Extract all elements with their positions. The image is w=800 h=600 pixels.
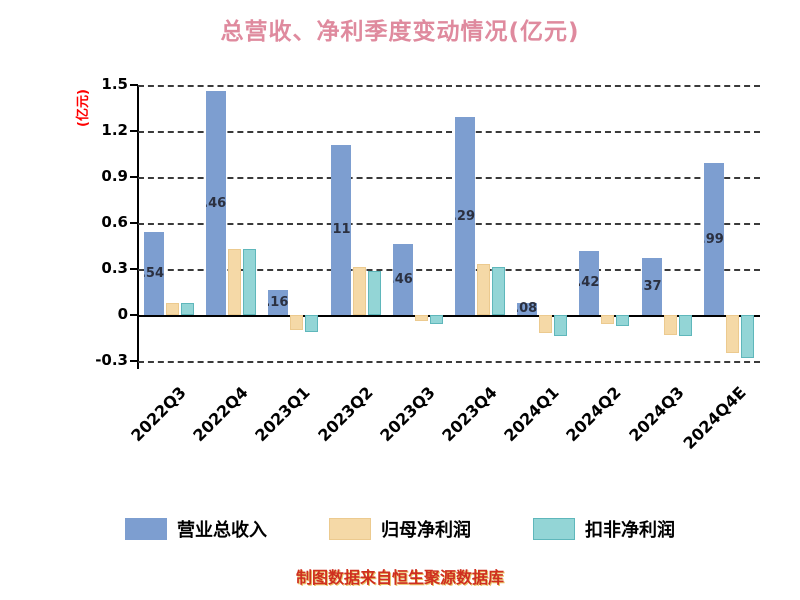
- legend-swatch-net-profit: [329, 518, 371, 540]
- y-axis-tick: [130, 84, 138, 86]
- bar-revenue: [579, 250, 600, 315]
- bar-revenue: [517, 302, 538, 315]
- bar-revenue: [703, 163, 724, 315]
- bar-revenue: [206, 91, 227, 315]
- bar-revenue: [455, 117, 475, 315]
- y-tick-label: 0.3: [101, 259, 128, 277]
- bar-net-profit: [228, 249, 242, 315]
- bar-revenue: [144, 232, 164, 315]
- bar-value-label: 1.29: [455, 208, 475, 224]
- bar-net-profit: [725, 315, 739, 354]
- y-axis-tick: [130, 314, 138, 316]
- footer-note: 制图数据来自恒生聚源数据库: [295, 568, 504, 587]
- zero-axis-line: [138, 315, 760, 317]
- legend: 营业总收入 归母净利润 扣非净利润: [0, 516, 800, 542]
- bar-value-label: 0.16: [268, 295, 289, 311]
- bar-net-profit: [663, 315, 677, 335]
- bar-value-label: 0.46: [393, 272, 413, 288]
- plot-area: 0.54 1.46 0.16 1.11 0.46 1.29 0.08 0.42 0.37 0.99: [138, 85, 760, 363]
- y-axis-tick: [130, 360, 138, 362]
- bar-net-profit: [477, 264, 490, 315]
- bar-non-recurring: [367, 270, 381, 315]
- chart-title: 总营收、净利季度变动情况(亿元): [220, 19, 580, 45]
- gridline: [138, 361, 760, 363]
- bar-non-recurring: [181, 302, 194, 315]
- bar-value-label: 1.11: [331, 222, 351, 238]
- bar-non-recurring: [429, 315, 443, 325]
- bar-value-label: 0.08: [517, 301, 538, 317]
- bar-value-label: 0.37: [642, 279, 662, 295]
- y-tick-label: 0.9: [101, 167, 128, 185]
- y-axis-tick: [130, 176, 138, 178]
- gridline: [138, 269, 760, 271]
- gridline: [138, 177, 760, 179]
- bar-non-recurring: [492, 267, 505, 315]
- y-axis-tick: [130, 222, 138, 224]
- bar-value-label: 0.99: [704, 231, 724, 247]
- bar-value-label: 1.46: [206, 195, 227, 211]
- bar-net-profit: [539, 315, 553, 334]
- legend-label-net-profit: 归母净利润: [381, 520, 471, 541]
- bar-net-profit: [166, 302, 179, 315]
- gridline: [138, 131, 760, 133]
- gridline: [138, 223, 760, 225]
- bar-value-label: 0.54: [144, 266, 164, 282]
- bar-net-profit: [414, 315, 428, 322]
- y-axis-tick: [130, 268, 138, 270]
- bar-non-recurring: [554, 315, 568, 337]
- bar-net-profit: [601, 315, 615, 325]
- legend-item-non-recurring-profit: 扣非净利润: [533, 516, 675, 542]
- legend-swatch-non-recurring-profit: [533, 518, 575, 540]
- y-tick-label: -0.3: [95, 351, 128, 369]
- bar-non-recurring: [243, 249, 257, 315]
- bar-net-profit: [290, 315, 304, 331]
- bar-non-recurring: [616, 315, 630, 326]
- bar-revenue: [641, 258, 662, 315]
- bar-non-recurring: [740, 315, 754, 358]
- y-axis-line: [137, 85, 139, 369]
- y-tick-label: 1.5: [101, 75, 128, 93]
- bar-non-recurring: [678, 315, 692, 337]
- bar-non-recurring: [305, 315, 319, 332]
- bar-revenue: [330, 144, 351, 315]
- legend-swatch-revenue: [125, 518, 167, 540]
- legend-item-revenue: 营业总收入: [125, 516, 267, 542]
- bar-revenue: [268, 290, 289, 315]
- bar-net-profit: [352, 267, 366, 315]
- y-tick-label: 0: [117, 305, 128, 323]
- gridline: [138, 85, 760, 87]
- legend-label-non-recurring-profit: 扣非净利润: [585, 520, 675, 541]
- y-tick-label: 1.2: [101, 121, 128, 139]
- legend-item-net-profit: 归母净利润: [329, 516, 471, 542]
- legend-label-revenue: 营业总收入: [177, 520, 267, 541]
- bar-value-label: 0.42: [579, 275, 600, 291]
- bar-revenue: [392, 244, 413, 315]
- y-axis-tick: [130, 130, 138, 132]
- y-tick-label: 0.6: [101, 213, 128, 231]
